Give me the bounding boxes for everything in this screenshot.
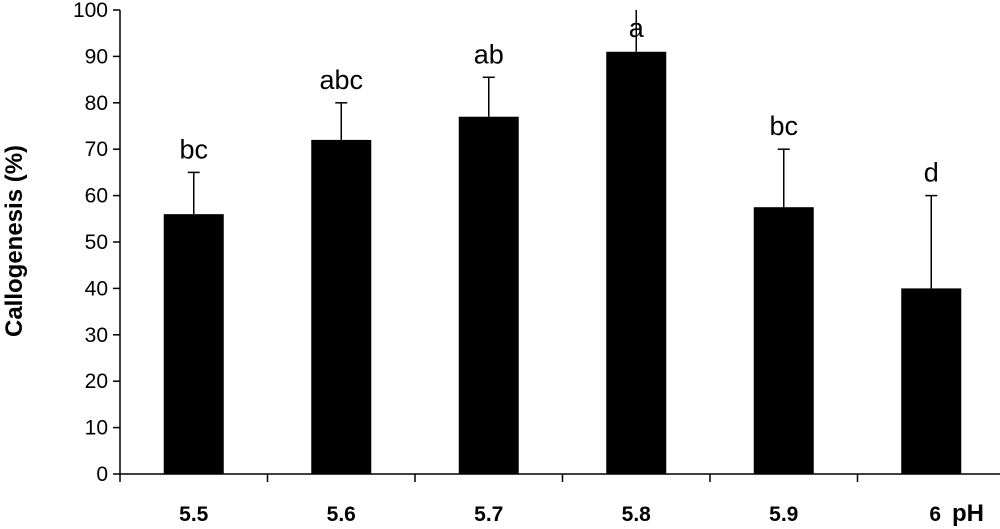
x-tick-label: 5.6 [327, 503, 356, 526]
significance-label: abc [319, 65, 363, 95]
x-axis-title: pH [952, 500, 984, 527]
bar-5-9 [753, 207, 814, 474]
y-tick-label: 20 [85, 370, 108, 393]
x-tick-label: 5.8 [622, 503, 652, 526]
y-tick-label: 90 [85, 45, 108, 68]
bars [163, 51, 962, 475]
x-axis: 5.5 5.6 5.7 5.8 5.9 6 [119, 473, 1000, 526]
significance-label: a [629, 13, 645, 43]
x-tick-label: 5.7 [474, 503, 503, 526]
bar-5-5 [163, 214, 224, 474]
y-tick-label: 10 [85, 417, 108, 440]
x-tick-label: 6 [929, 503, 941, 526]
y-tick-label: 70 [85, 138, 108, 161]
significance-label: ab [474, 39, 504, 69]
significance-label: d [924, 158, 939, 188]
bar-6 [901, 288, 962, 474]
y-tick-label: 50 [85, 231, 108, 254]
y-tick-label: 30 [85, 324, 108, 347]
x-tick-label: 5.9 [769, 503, 798, 526]
y-tick-label: 0 [96, 463, 108, 486]
significance-label: bc [179, 134, 208, 164]
significance-label: bc [769, 111, 798, 141]
bar-5-7 [458, 116, 519, 474]
y-tick-label: 60 [85, 185, 108, 208]
y-axis-title: Callogenesis (%) [1, 145, 28, 337]
error-bars [187, 10, 938, 289]
x-tick-label: 5.5 [179, 503, 209, 526]
y-tick-label: 40 [85, 277, 108, 300]
bar-5-6 [311, 139, 372, 475]
y-tick-label: 100 [73, 0, 108, 22]
bar-5-8 [606, 51, 667, 474]
y-axis: 0 10 20 30 40 50 60 70 80 90 100 [73, 0, 121, 486]
y-tick-label: 80 [85, 92, 108, 115]
